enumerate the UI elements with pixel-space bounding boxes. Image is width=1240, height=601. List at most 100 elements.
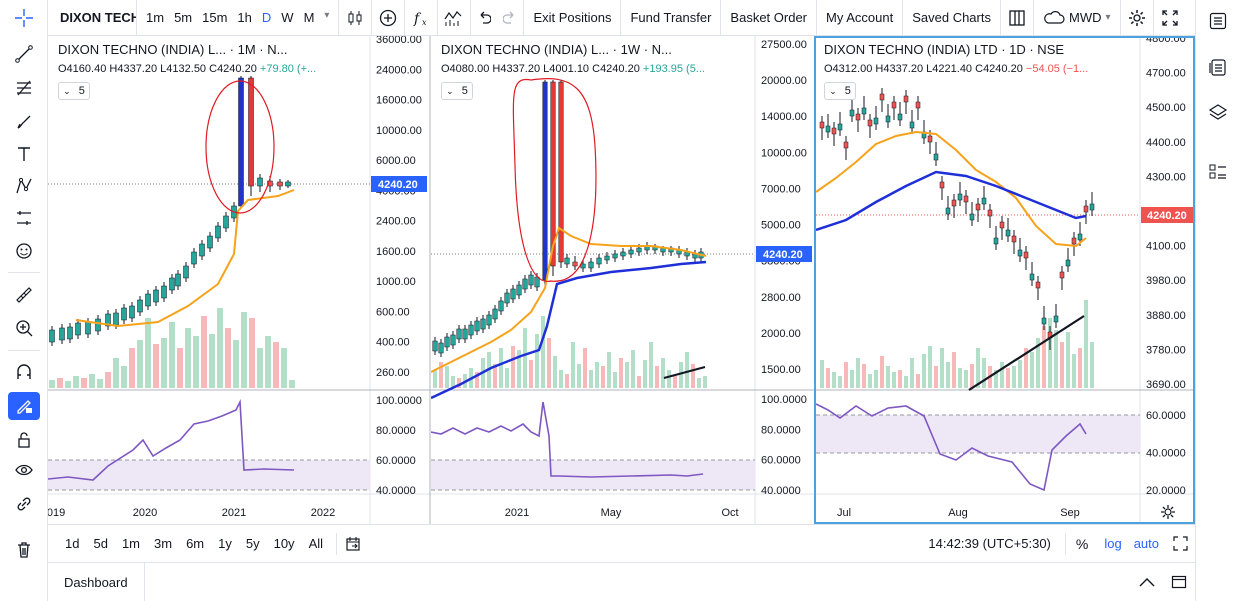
pane-title[interactable]: DIXON TECHNO (INDIA) LTD · 1D · NSE [824,42,1065,57]
saved-charts-button[interactable]: Saved Charts [912,10,991,25]
auto-toggle[interactable]: auto [1133,536,1159,551]
timeframe-15m[interactable]: 15m [202,10,228,25]
pane-title[interactable]: DIXON TECHNO (INDIA) L... · 1M · N... [58,42,288,57]
dashboard-tab[interactable]: Dashboard [48,563,145,601]
magnet-icon[interactable] [8,358,40,386]
settings-gear-icon[interactable] [1161,505,1175,519]
volume-bar [679,362,683,388]
volume-bar [535,334,539,388]
volume-bar [1030,352,1034,388]
zoom-in-icon[interactable] [8,314,40,342]
brush-icon[interactable] [8,108,40,136]
monthly-chart-svg[interactable]: 36000.00 24000.00 16000.00 10000.00 6000.00 4… [48,36,431,524]
log-toggle[interactable]: log [1104,536,1122,551]
divider [371,0,373,36]
volume-bar [904,376,908,388]
watchlist-icon[interactable] [1202,6,1234,36]
range-1y[interactable]: 1y [218,536,232,551]
templates-icon[interactable] [438,0,470,36]
pane-title[interactable]: DIXON TECHNO (INDIA) L... · 1W · N... [441,42,672,57]
layout-select-icon[interactable] [1001,0,1033,36]
news-icon[interactable] [1202,52,1234,82]
volume-bar [844,362,848,388]
range-5y[interactable]: 5y [245,536,260,551]
fullscreen-pane-icon[interactable] [1165,526,1195,562]
trash-icon[interactable] [8,536,40,564]
settings-gear-icon[interactable] [1121,0,1153,36]
volume-bar [1072,354,1076,388]
apps-grid-icon[interactable] [1202,158,1234,188]
chart-pane-monthly[interactable]: 36000.00 24000.00 16000.00 10000.00 6000.00 4… [48,36,431,524]
range-3m[interactable]: 3m [154,536,173,551]
chevron-up-icon[interactable] [1131,564,1163,600]
exit-positions-button[interactable]: Exit Positions [533,10,612,25]
volume-bar [241,312,247,388]
candle-body [257,177,263,187]
weekly-chart-svg[interactable]: 27500.00 20000.00 14000.00 10000.00 7000.00 5… [431,36,814,524]
candle-body [516,284,522,296]
crosshair-icon[interactable] [8,4,40,32]
indicators-collapse-button[interactable]: ⌄ 5 [58,82,90,100]
indicators-collapse-button[interactable]: ⌄ 5 [824,82,856,100]
eye-icon[interactable] [8,456,40,484]
clock[interactable]: 14:42:39 (UTC+5:30) [928,536,1051,551]
timeframe-1m[interactable]: 1m [146,10,165,25]
last-price-tag [371,176,427,192]
indicators-collapse-button[interactable]: ⌄ 5 [441,82,473,100]
price-tick-label: 1600.00 [376,246,416,258]
fullscreen-icon[interactable] [1154,0,1186,36]
range-10y[interactable]: 10y [273,536,295,551]
rsi-axis: 100.0000 80.0000 60.0000 40.0000 [761,394,807,497]
volume-bar [113,358,119,388]
compare-add-icon[interactable] [372,0,404,36]
my-account-button[interactable]: My Account [826,10,894,25]
divider [999,0,1001,36]
trendline-icon[interactable] [8,40,40,68]
candle-body [59,327,65,341]
daily-chart-svg[interactable]: 4800.004700.004500.004400.004300.004200.… [816,38,1193,522]
timeframe-d[interactable]: D [261,10,272,25]
candle-body [522,278,528,290]
text-tool-icon[interactable] [8,140,40,168]
range-all[interactable]: All [308,536,324,551]
redo-icon[interactable] [497,0,523,36]
ruler-icon[interactable] [8,281,40,309]
timeframe-5m[interactable]: 5m [174,10,193,25]
symbol-search[interactable]: DIXON TECH [60,10,136,25]
gann-fib-icon[interactable] [8,74,40,102]
volume-bar [994,370,998,388]
volume-bar [129,348,135,388]
layout-save-button[interactable]: MWD ▾ [1034,0,1120,36]
layers-icon[interactable] [1202,98,1234,128]
range-6m[interactable]: 6m [186,536,205,551]
volume-bar [685,352,689,388]
chart-pane-daily[interactable]: 4800.004700.004500.004400.004300.004200.… [814,36,1195,524]
prediction-icon[interactable] [8,204,40,232]
percent-toggle[interactable]: % [1075,535,1089,552]
link-icon[interactable] [8,490,40,518]
timeframe-m[interactable]: M [303,10,315,25]
chevron-down-icon[interactable]: ▾ [324,10,330,21]
maximize-panel-icon[interactable] [1163,564,1195,600]
candles-type-icon[interactable] [339,0,371,36]
candle-body [636,247,642,253]
volume-bar [850,370,854,388]
fund-transfer-button[interactable]: Fund Transfer [630,10,712,25]
range-5d[interactable]: 5d [93,536,108,551]
volume-bar [886,366,890,388]
chart-pane-weekly[interactable]: 27500.00 20000.00 14000.00 10000.00 7000.00 5… [431,36,814,524]
volume-bars [820,300,1094,388]
range-1d[interactable]: 1d [65,536,80,551]
basket-order-button[interactable]: Basket Order [730,10,808,25]
timeframe-w[interactable]: W [281,10,294,25]
range-1m[interactable]: 1m [121,536,140,551]
timeframe-1h[interactable]: 1h [237,10,252,25]
lock-icon[interactable] [8,426,40,454]
timeframe-group: 1m 5m 15m 1h D W M ▾ [137,10,338,25]
stay-drawing-mode-icon[interactable] [8,392,40,420]
undo-icon[interactable] [471,0,497,36]
goto-date-icon[interactable] [337,526,369,562]
emoji-icon[interactable] [8,237,40,265]
pattern-icon[interactable] [8,172,40,200]
